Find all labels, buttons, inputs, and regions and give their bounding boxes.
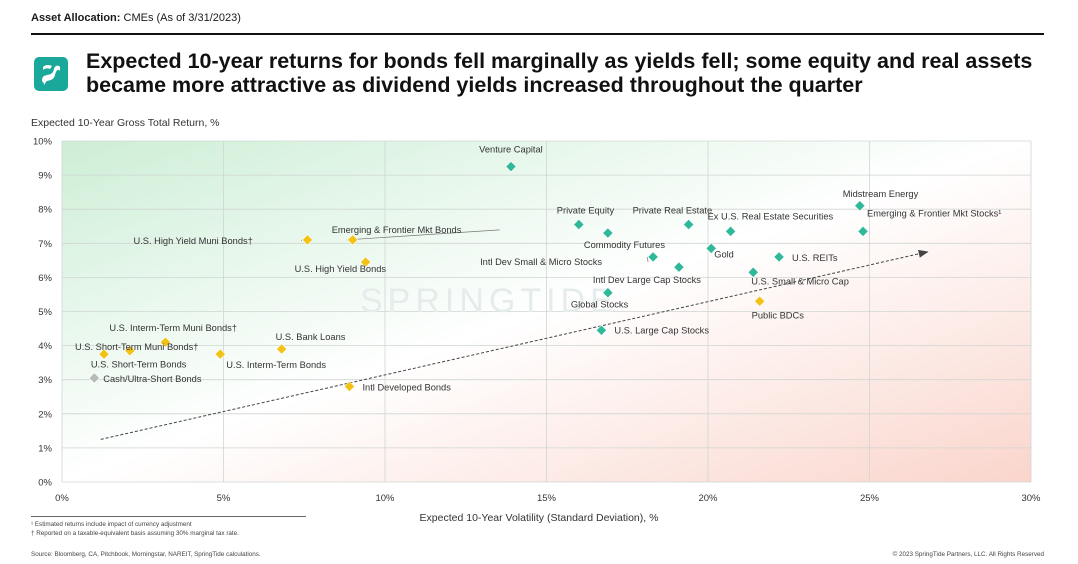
- point-midstream-energy: [854, 200, 866, 212]
- label-private-real-estate: Private Real Estate: [633, 206, 713, 216]
- y-tick-label: 9%: [38, 171, 52, 182]
- label-intl-dev-small-micro-stocks: Intl Dev Small & Micro Stocks: [480, 257, 602, 267]
- x-axis-title: Expected 10-Year Volatility (Standard De…: [419, 512, 659, 524]
- point-global-stocks: [602, 287, 614, 299]
- point-private-equity: [573, 218, 585, 231]
- data-points: [88, 160, 869, 393]
- label-u-s-large-cap-stocks: U.S. Large Cap Stocks: [614, 325, 709, 335]
- x-tick-label: 10%: [375, 493, 395, 504]
- trend-arrow: [100, 249, 929, 440]
- x-tick-label: 25%: [860, 493, 880, 504]
- footnote-tax: † Reported on a taxable-equivalent basis…: [31, 530, 239, 537]
- top-rule: [31, 33, 1044, 35]
- point-gold: [705, 242, 717, 255]
- leader-line: [346, 229, 500, 241]
- section-label: Asset Allocation: CMEs (As of 3/31/2023): [31, 12, 241, 24]
- copyright-note: © 2023 SpringTide Partners, LLC. All Rig…: [892, 551, 1044, 558]
- y-tick-label: 4%: [38, 341, 52, 352]
- label-emerging-frontier-mkt-bonds: Emerging & Frontier Mkt Bonds: [332, 225, 462, 235]
- point-private-real-estate: [682, 218, 695, 231]
- label-u-s-high-yield-bonds: U.S. High Yield Bonds: [295, 264, 387, 274]
- point-ex-u-s-real-estate-securities: [724, 225, 737, 237]
- label-u-s-reits: U.S. REITs: [792, 253, 838, 263]
- point-cash-ultra-short-bonds: [88, 372, 100, 384]
- x-tick-label: 30%: [1021, 493, 1041, 504]
- section-label-rest: CMEs (As of 3/31/2023): [120, 12, 241, 24]
- springtide-watermark: SPRINGTIDE: [360, 282, 618, 320]
- point-emerging-frontier-mkt-bonds: [347, 234, 359, 246]
- label-intl-developed-bonds: Intl Developed Bonds: [362, 383, 451, 393]
- y-tick-label: 0%: [38, 478, 52, 489]
- point-u-s-high-yield-bonds: [359, 256, 372, 268]
- point-u-s-short-term-muni-bonds: [98, 348, 110, 360]
- label-intl-dev-large-cap-stocks: Intl Dev Large Cap Stocks: [593, 275, 701, 285]
- wave-logo-icon: [42, 65, 60, 85]
- point-intl-dev-small-micro-stocks: [647, 251, 659, 263]
- label-ex-u-s-real-estate-securities: Ex U.S. Real Estate Securities: [708, 211, 834, 221]
- label-venture-capital: Venture Capital: [479, 145, 543, 155]
- label-leader-lines: [301, 229, 649, 263]
- y-axis-title: Expected 10-Year Gross Total Return, %: [31, 117, 220, 129]
- label-public-bdcs: Public BDCs: [752, 310, 805, 320]
- point-u-s-bank-loans: [276, 343, 288, 355]
- point-intl-developed-bonds: [343, 380, 356, 393]
- label-global-stocks: Global Stocks: [571, 300, 629, 310]
- label-gold: Gold: [714, 249, 734, 259]
- point-intl-dev-large-cap-stocks: [673, 261, 685, 273]
- y-tick-label: 2%: [38, 409, 52, 420]
- point-u-s-interm-term-bonds: [214, 348, 226, 360]
- y-tick-label: 8%: [38, 205, 52, 216]
- label-emerging-frontier-mkt-stocks: Emerging & Frontier Mkt Stocks¹: [867, 208, 1001, 218]
- label-u-s-short-term-muni-bonds: U.S. Short-Term Muni Bonds†: [75, 342, 198, 352]
- label-private-equity: Private Equity: [557, 206, 615, 216]
- point-u-s-interm-term-muni-bonds: [159, 336, 171, 348]
- point-public-bdcs: [754, 295, 766, 307]
- gridlines: [61, 140, 1032, 483]
- label-cash-ultra-short-bonds: Cash/Ultra-Short Bonds: [103, 374, 202, 384]
- y-axis-ticks: 0% 1% 2% 3% 4% 5% 6% 7% 8% 9% 10%: [33, 137, 53, 489]
- section-label-bold: Asset Allocation:: [31, 12, 121, 24]
- springtide-logo: [34, 57, 68, 91]
- label-u-s-small-micro-cap: U.S. Small & Micro Cap: [751, 276, 849, 286]
- footnote-rule: [31, 516, 306, 517]
- x-tick-label: 15%: [537, 493, 557, 504]
- label-u-s-interm-term-bonds: U.S. Interm-Term Bonds: [226, 360, 326, 370]
- label-u-s-high-yield-muni-bonds: U.S. High Yield Muni Bonds†: [133, 236, 252, 246]
- data-labels: Venture Capital Midstream Energy Private E…: [75, 145, 1001, 393]
- page-title: Expected 10-year returns for bonds fell …: [86, 49, 1033, 97]
- point-u-s-short-term-bonds: [124, 345, 136, 357]
- y-tick-label: 1%: [38, 443, 52, 454]
- point-commodity-futures: [602, 227, 614, 239]
- point-u-s-reits: [773, 251, 785, 263]
- label-u-s-bank-loans: U.S. Bank Loans: [276, 332, 346, 342]
- point-emerging-frontier-mkt-stocks: [857, 225, 869, 237]
- source-note: Source: Bloomberg, CA, Pitchbook, Mornin…: [31, 551, 261, 558]
- label-u-s-interm-term-muni-bonds: U.S. Interm-Term Muni Bonds†: [109, 323, 237, 333]
- x-tick-label: 5%: [217, 493, 231, 504]
- point-u-s-small-micro-cap: [747, 266, 759, 278]
- label-commodity-futures: Commodity Futures: [584, 240, 665, 250]
- y-tick-label: 3%: [38, 375, 52, 386]
- leader-line: [646, 256, 649, 263]
- y-tick-label: 6%: [38, 273, 52, 284]
- point-u-s-high-yield-muni-bonds: [301, 234, 314, 246]
- y-tick-label: 5%: [38, 307, 52, 318]
- x-tick-label: 0%: [55, 493, 69, 504]
- y-tick-label: 10%: [33, 137, 53, 148]
- y-tick-label: 7%: [38, 239, 52, 250]
- x-tick-label: 20%: [698, 493, 718, 504]
- footnote-currency: ¹ Estimated returns include impact of cu…: [31, 521, 192, 528]
- label-midstream-energy: Midstream Energy: [843, 189, 919, 199]
- point-venture-capital: [505, 160, 517, 173]
- point-u-s-large-cap-stocks: [595, 324, 608, 336]
- label-u-s-short-term-bonds: U.S. Short-Term Bonds: [91, 360, 187, 370]
- x-axis-ticks: 0% 5% 10% 15% 20% 25% 30%: [55, 493, 1041, 504]
